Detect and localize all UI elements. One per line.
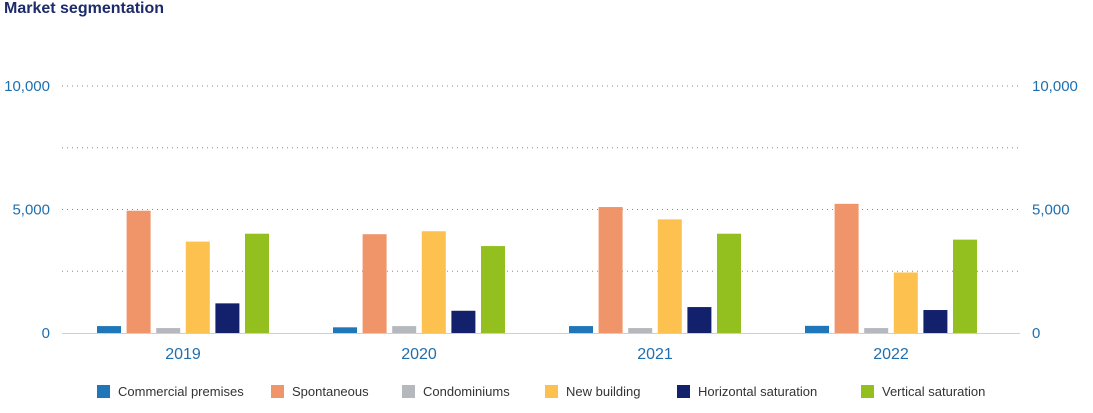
bar bbox=[421, 231, 446, 333]
x-tick-label: 2020 bbox=[401, 346, 437, 363]
legend-item: Condominiums bbox=[402, 384, 510, 399]
chart-title: Market segmentation bbox=[4, 0, 165, 17]
bar bbox=[598, 207, 623, 333]
y-tick-label-left: 0 bbox=[42, 325, 50, 342]
legend-swatch bbox=[545, 385, 558, 398]
y-tick-label-right: 5,000 bbox=[1032, 202, 1070, 219]
y-tick-label-right: 0 bbox=[1032, 325, 1040, 342]
legend-label: New building bbox=[566, 384, 641, 399]
bar bbox=[805, 325, 829, 333]
x-tick-label: 2021 bbox=[637, 346, 673, 363]
bar bbox=[156, 328, 181, 333]
plot-area: 0 0 5,000 5,000 10,000 10,000 2019 2020 2021 2022 bbox=[4, 78, 1078, 363]
bar bbox=[569, 326, 593, 333]
legend-swatch bbox=[677, 385, 690, 398]
x-tick-label: 2022 bbox=[873, 346, 909, 363]
bar bbox=[834, 203, 859, 333]
bar bbox=[126, 210, 151, 333]
bar bbox=[687, 307, 712, 333]
legend-label: Commercial premises bbox=[118, 384, 244, 399]
y-tick-label-left: 5,000 bbox=[12, 202, 50, 219]
legend-label: Condominiums bbox=[423, 384, 510, 399]
bar bbox=[864, 328, 889, 333]
bar bbox=[245, 233, 269, 333]
y-tick-label-right: 10,000 bbox=[1032, 78, 1078, 95]
legend-item: Commercial premises bbox=[97, 384, 244, 399]
bar bbox=[215, 303, 240, 333]
bar bbox=[392, 326, 417, 333]
legend-item: Spontaneous bbox=[271, 384, 369, 399]
legend-item: Vertical saturation bbox=[861, 384, 985, 399]
legend-item: Horizontal saturation bbox=[677, 384, 817, 399]
bar bbox=[953, 239, 977, 333]
bar bbox=[333, 327, 357, 333]
bar bbox=[657, 219, 682, 333]
y-tick-label-left: 10,000 bbox=[4, 78, 50, 95]
legend-swatch bbox=[271, 385, 284, 398]
bar bbox=[717, 233, 741, 333]
bar bbox=[451, 310, 476, 333]
bar bbox=[481, 246, 505, 333]
bar bbox=[628, 328, 653, 333]
bar bbox=[185, 241, 210, 333]
legend-label: Horizontal saturation bbox=[698, 384, 818, 399]
legend-item: New building bbox=[545, 384, 640, 399]
legend-swatch bbox=[861, 385, 874, 398]
bar bbox=[362, 234, 387, 333]
x-tick-label: 2019 bbox=[165, 346, 201, 363]
bar bbox=[893, 272, 918, 333]
legend: Commercial premises Spontaneous Condominiu… bbox=[0, 384, 1093, 404]
bar bbox=[97, 326, 121, 333]
legend-swatch bbox=[402, 385, 415, 398]
legend-swatch bbox=[97, 385, 110, 398]
legend-label: Vertical saturation bbox=[882, 384, 986, 399]
bar bbox=[923, 310, 948, 333]
legend-label: Spontaneous bbox=[292, 384, 369, 399]
